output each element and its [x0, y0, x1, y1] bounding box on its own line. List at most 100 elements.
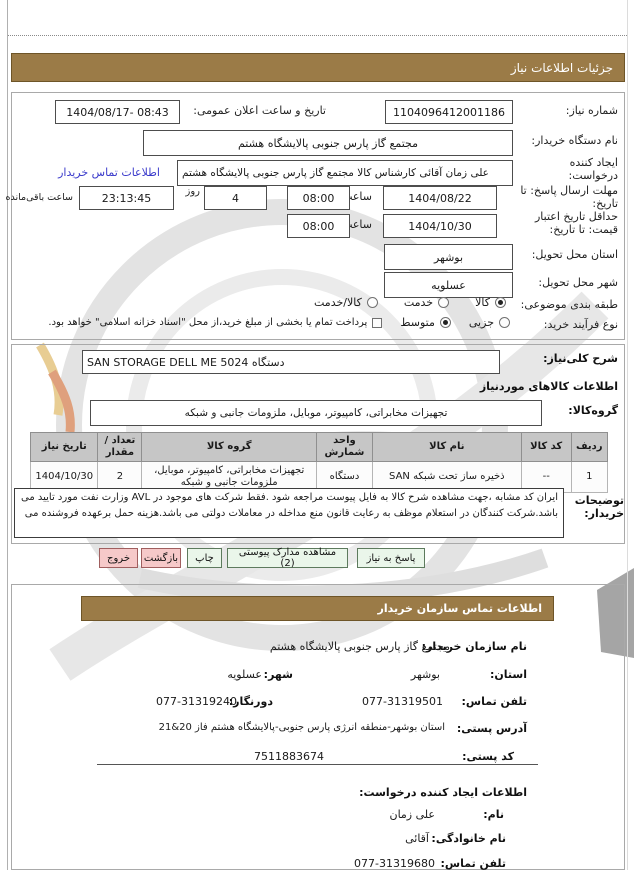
- back-button[interactable]: بازگشت: [141, 548, 181, 568]
- goods-section: [11, 344, 625, 544]
- view-attachments-button[interactable]: مشاهده مدارک پیوستی (2): [227, 547, 348, 569]
- postal-code-label: کد پستی:: [462, 750, 514, 763]
- col-unit: واحد شمارش: [316, 432, 373, 462]
- purchase-process-radio-group: جزیی متوسط پرداخت تمام یا بخشی از مبلغ خ…: [48, 316, 510, 329]
- contact-phone-label: تلفن تماس:: [461, 695, 527, 708]
- org-name-value: مجتمع گاز پارس جنوبی پالایشگاه هشتم: [269, 640, 450, 653]
- category-option-goods-service[interactable]: کالا/خدمت: [314, 296, 378, 309]
- radio-icon[interactable]: [366, 297, 378, 308]
- cell-item-name: ذخیره ساز تحت شبکه SAN: [371, 461, 522, 493]
- postal-address-label: آدرس پستی:: [456, 722, 527, 735]
- contact-fax-label: دورنگار:: [228, 695, 273, 708]
- delivery-province-value: بوشهر: [433, 250, 464, 264]
- delivery-city-field[interactable]: عسلویه: [384, 272, 513, 298]
- page-left-border: [7, 0, 8, 870]
- category-option-goods-service-label: کالا/خدمت: [314, 296, 362, 309]
- cell-group: تجهیزات مخابراتی، کامپیوتر، موبایل، ملزو…: [141, 461, 318, 493]
- goods-group-label: گروه‌کالا:: [568, 404, 618, 417]
- process-option-minor[interactable]: جزیی: [469, 316, 510, 329]
- buyer-remarks-text: ایران کد مشابه ،جهت مشاهده شرح کالا به ف…: [20, 492, 558, 519]
- validity-date-field[interactable]: 1404/10/30: [383, 214, 497, 238]
- radio-icon[interactable]: [438, 297, 450, 308]
- need-number-field[interactable]: 1104096412001186: [385, 100, 513, 124]
- creator-first-name-value: علی زمان: [389, 808, 435, 821]
- subject-category-label: طبقه بندی موضوعی:: [520, 298, 618, 311]
- goods-group-field[interactable]: تجهیزات مخابراتی، کامپیوتر، موبایل، ملزو…: [90, 400, 542, 426]
- contact-city-label: شهر:: [263, 668, 293, 681]
- org-name-label: نام سازمان خریدار:: [421, 640, 527, 653]
- validity-time-field[interactable]: 08:00: [287, 214, 350, 238]
- cell-quantity: 2: [97, 461, 143, 493]
- buyer-org-field[interactable]: مجتمع گاز پارس جنوبی پالایشگاه هشتم: [143, 130, 513, 156]
- category-option-goods-label: کالا: [475, 296, 490, 309]
- cell-item-code: --: [520, 461, 572, 493]
- category-option-service[interactable]: خدمت: [403, 296, 450, 309]
- need-number-label: شماره نیاز:: [565, 104, 618, 117]
- delivery-city-label: شهر محل تحویل:: [538, 276, 618, 289]
- creator-phone-value: 077-31319680: [354, 857, 435, 870]
- process-option-medium[interactable]: متوسط: [400, 316, 451, 329]
- process-option-minor-label: جزیی: [468, 316, 494, 329]
- buyer-contact-title: اطلاعات تماس سازمان خریدار: [377, 602, 542, 615]
- need-description-label: شرح کلی‌نیاز:: [543, 352, 618, 365]
- request-creator-field[interactable]: علی زمان آقائی کارشناس کالا مجتمع گاز پا…: [177, 160, 513, 186]
- response-deadline-label: مهلت ارسال پاسخ: تا تاریخ:: [520, 184, 618, 210]
- request-creator-label: ایجاد کننده درخواست:: [568, 156, 618, 182]
- respond-to-need-button[interactable]: پاسخ به نیاز: [357, 548, 425, 568]
- deadline-date-field[interactable]: 1404/08/22: [383, 186, 497, 210]
- category-option-goods[interactable]: کالا: [475, 296, 506, 309]
- remaining-days-label: روز: [185, 186, 201, 197]
- remaining-time-value: 23:13:45: [101, 191, 152, 205]
- print-button[interactable]: چاپ: [187, 548, 222, 568]
- announce-datetime-label: تاریخ و ساعت اعلان عمومی:: [193, 104, 326, 117]
- radio-selected-icon[interactable]: [439, 317, 451, 328]
- cell-unit: دستگاه: [316, 461, 373, 493]
- creator-last-name-value: آقائی: [405, 832, 429, 845]
- buyer-contact-link[interactable]: اطلاعات تماس خریدار: [58, 166, 160, 179]
- postal-code-value: 7511883674: [254, 750, 324, 763]
- exit-button[interactable]: خروج: [99, 548, 138, 568]
- remaining-days-value: 4: [232, 191, 239, 205]
- top-dotted-separator: [8, 35, 627, 36]
- goods-section-title: اطلاعات کالاهای موردنیاز: [479, 380, 618, 393]
- creator-phone-label: تلفن تماس:: [440, 857, 506, 870]
- buyer-org-value: مجتمع گاز پارس جنوبی پالایشگاه هشتم: [237, 136, 419, 150]
- col-quantity: تعداد / مقدار: [97, 432, 143, 462]
- need-description-value: دستگاه SAN STORAGE DELL ME 5024: [87, 355, 285, 369]
- details-title: جزئیات اطلاعات نیاز: [510, 60, 613, 75]
- remaining-time-field: 23:13:45: [79, 186, 174, 210]
- need-description-field[interactable]: دستگاه SAN STORAGE DELL ME 5024: [82, 350, 500, 374]
- contact-section-divider: [97, 764, 538, 765]
- goods-group-value: تجهیزات مخابراتی، کامپیوتر، موبایل، ملزو…: [184, 407, 448, 419]
- contact-phone-value: 077-31319501: [362, 695, 443, 708]
- delivery-city-value: عسلویه: [431, 278, 466, 292]
- treasury-payment-checkbox-item[interactable]: پرداخت تمام یا بخشی از مبلغ خرید،از محل …: [48, 317, 383, 328]
- request-creator-section-title: اطلاعات ایجاد کننده درخواست:: [359, 786, 527, 799]
- request-creator-value: علی زمان آقائی کارشناس کالا مجتمع گاز پا…: [182, 167, 489, 179]
- remaining-hours-label: ساعت باقی‌مانده: [5, 192, 73, 203]
- announce-datetime-value: 1404/08/17- 08:43: [66, 105, 169, 119]
- category-option-service-label: خدمت: [403, 296, 434, 309]
- deadline-time-value: 08:00: [302, 191, 335, 205]
- need-form-section: [11, 92, 625, 340]
- price-validity-label: حداقل تاریخ اعتبار قیمت: تا تاریخ:: [534, 210, 618, 236]
- announce-datetime-field[interactable]: 1404/08/17- 08:43: [55, 100, 180, 124]
- contact-city-value: عسلویه: [227, 668, 262, 681]
- radio-icon[interactable]: [499, 317, 510, 328]
- col-item-name: نام کالا: [371, 432, 522, 462]
- contact-fax-value: 077-31319240: [156, 695, 237, 708]
- goods-table-row[interactable]: 1 -- ذخیره ساز تحت شبکه SAN دستگاه تجهیز…: [29, 461, 609, 493]
- need-number-value: 1104096412001186: [393, 105, 505, 119]
- deadline-time-field[interactable]: 08:00: [287, 186, 350, 210]
- buyer-contact-title-bar: اطلاعات تماس سازمان خریدار: [81, 596, 554, 621]
- col-row-index: ردیف: [570, 432, 609, 462]
- validity-time-value: 08:00: [302, 219, 335, 233]
- col-item-code: کد کالا: [520, 432, 572, 462]
- buyer-remarks-box: ایران کد مشابه ،جهت مشاهده شرح کالا به ف…: [14, 488, 564, 538]
- delivery-province-field[interactable]: بوشهر: [384, 244, 513, 270]
- checkbox-icon[interactable]: [372, 317, 383, 328]
- radio-selected-icon[interactable]: [495, 297, 506, 308]
- treasury-payment-note: پرداخت تمام یا بخشی از مبلغ خرید،از محل …: [48, 317, 368, 328]
- deadline-date-value: 1404/08/22: [408, 191, 472, 205]
